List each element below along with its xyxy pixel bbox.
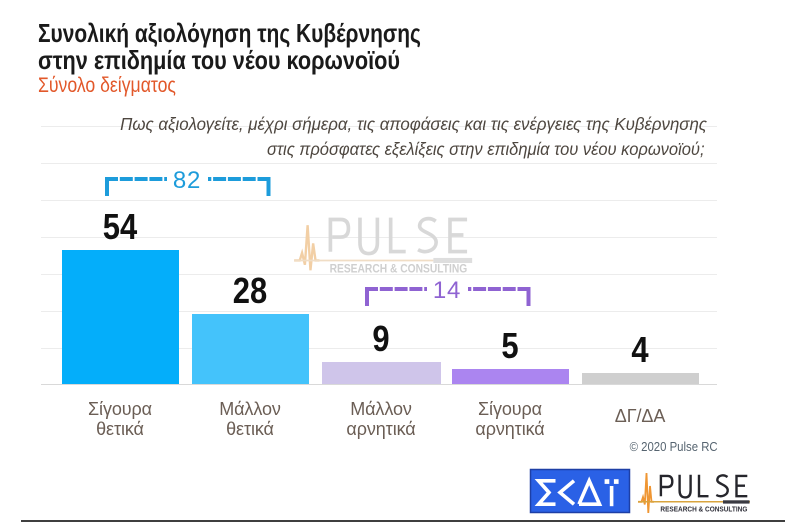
svg-text:RESEARCH & CONSULTING: RESEARCH & CONSULTING (330, 263, 468, 276)
svg-text:RESEARCH & CONSULTING: RESEARCH & CONSULTING (660, 505, 747, 514)
